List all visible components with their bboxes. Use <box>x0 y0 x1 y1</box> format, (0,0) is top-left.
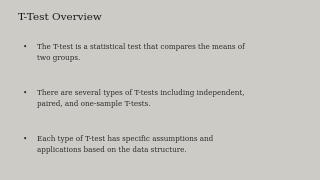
Text: •: • <box>22 89 27 97</box>
Text: T-Test Overview: T-Test Overview <box>18 13 101 22</box>
Text: Each type of T-test has specific assumptions and
applications based on the data : Each type of T-test has specific assumpt… <box>37 135 213 154</box>
Text: There are several types of T-tests including independent,
paired, and one-sample: There are several types of T-tests inclu… <box>37 89 244 108</box>
Text: The T-test is a statistical test that compares the means of
two groups.: The T-test is a statistical test that co… <box>37 43 244 62</box>
Text: •: • <box>22 135 27 143</box>
Text: •: • <box>22 43 27 51</box>
